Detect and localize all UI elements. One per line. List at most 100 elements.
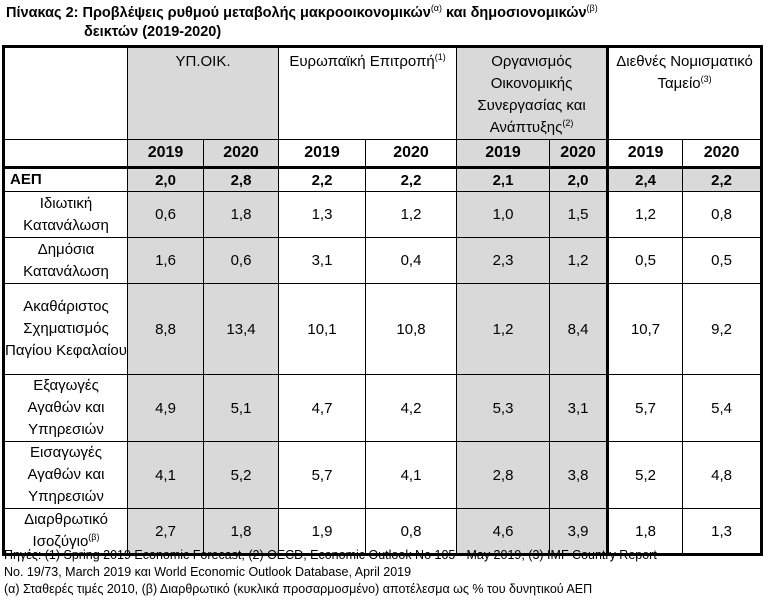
org-header: Ευρωπαϊκή Επιτροπή(1): [278, 45, 458, 140]
value-cell: 1,2: [456, 283, 551, 375]
value-cell: 13,4: [202, 283, 280, 375]
title-line1: Πίνακας 2: Προβλέψεις ρυθμού μεταβολής μ…: [6, 5, 431, 21]
year-cell: 2020: [549, 139, 609, 168]
year-cell: 2020: [202, 139, 280, 168]
value-cell: 0,6: [127, 191, 204, 238]
value-cell: 5,2: [202, 441, 280, 509]
value-cell: 3,8: [549, 441, 609, 509]
value-cell: 1,2: [606, 191, 684, 238]
org-header-row: ΥΠ.ΟΙΚ. Ευρωπαϊκή Επιτροπή(1) Οργανισμός…: [2, 45, 764, 140]
table-row: Δημόσια Κατανάλωση 1,6 0,6 3,1 0,4 2,3 1…: [2, 237, 764, 284]
value-cell: 5,7: [606, 374, 684, 442]
value-cell: 1,8: [202, 508, 280, 556]
row-label: Διαρθρωτικό Ισοζύγιο(β): [2, 508, 128, 556]
year-cell: 2019: [278, 139, 367, 168]
value-cell: 2,3: [456, 237, 551, 284]
table-row: Διαρθρωτικό Ισοζύγιο(β) 2,7 1,8 1,9 0,8 …: [2, 508, 764, 556]
value-cell: 2,2: [682, 166, 764, 192]
value-cell: 5,1: [202, 374, 280, 442]
value-cell: 2,2: [365, 166, 458, 192]
table-row: Εξαγωγές Αγαθών και Υπηρεσιών 4,9 5,1 4,…: [2, 374, 764, 442]
org-name: Ευρωπαϊκή Επιτροπή: [289, 53, 435, 70]
value-cell: 10,7: [606, 283, 684, 375]
value-cell: 9,2: [682, 283, 764, 375]
value-cell: 3,1: [278, 237, 367, 284]
value-cell: 1,9: [278, 508, 367, 556]
org-sup: (1): [434, 52, 446, 62]
value-cell: 1,3: [682, 508, 764, 556]
value-cell: 5,2: [606, 441, 684, 509]
value-cell: 8,8: [127, 283, 204, 375]
value-cell: 1,6: [127, 237, 204, 284]
value-cell: 5,3: [456, 374, 551, 442]
table-row: Ιδιωτική Κατανάλωση 0,6 1,8 1,3 1,2 1,0 …: [2, 191, 764, 238]
value-cell: 1,5: [549, 191, 609, 238]
row-label-sup: (β): [88, 532, 100, 542]
row-label: Ιδιωτική Κατανάλωση: [2, 191, 128, 238]
org-name: ΥΠ.ΟΙΚ.: [175, 53, 231, 70]
value-cell: 4,6: [456, 508, 551, 556]
value-cell: 1,8: [202, 191, 280, 238]
value-cell: 2,0: [127, 166, 204, 192]
table-title: Πίνακας 2: Προβλέψεις ρυθμού μεταβολής μ…: [6, 4, 756, 42]
notes-line1: Πηγές: (1) Spring 2019 Economic Forecast…: [4, 548, 657, 562]
org-name: Διεθνές Νομισματικό Ταμείο: [616, 53, 753, 92]
row-label: ΑΕΠ: [2, 166, 128, 192]
table-row: ΑΕΠ 2,0 2,8 2,2 2,2 2,1 2,0 2,4 2,2: [2, 166, 764, 192]
value-cell: 2,1: [456, 166, 551, 192]
year-cell: 2019: [456, 139, 551, 168]
value-cell: 1,0: [456, 191, 551, 238]
value-cell: 3,1: [549, 374, 609, 442]
table-row: Ακαθάριστος Σχηματισμός Παγίου Κεφαλαίου…: [2, 283, 764, 375]
row-label: Δημόσια Κατανάλωση: [2, 237, 128, 284]
value-cell: 5,7: [278, 441, 367, 509]
forecast-table: ΥΠ.ΟΙΚ. Ευρωπαϊκή Επιτροπή(1) Οργανισμός…: [2, 45, 764, 556]
title-mid: και δημοσιονομικών: [442, 5, 587, 21]
table-row: Εισαγωγές Αγαθών και Υπηρεσιών 4,1 5,2 5…: [2, 441, 764, 509]
title-line2: δεικτών (2019-2020): [84, 24, 222, 40]
value-cell: 2,8: [202, 166, 280, 192]
value-cell: 4,1: [365, 441, 458, 509]
value-cell: 0,4: [365, 237, 458, 284]
value-cell: 0,6: [202, 237, 280, 284]
value-cell: 2,8: [456, 441, 551, 509]
year-header-row: 2019 2020 2019 2020 2019 2020 2019 2020: [2, 139, 764, 168]
value-cell: 1,8: [606, 508, 684, 556]
corner-cell: [2, 45, 128, 140]
notes-line2: No. 19/73, March 2019 και World Economic…: [4, 565, 412, 579]
value-cell: 5,4: [682, 374, 764, 442]
value-cell: 2,0: [549, 166, 609, 192]
value-cell: 2,4: [606, 166, 684, 192]
org-header: ΥΠ.ΟΙΚ.: [126, 45, 280, 140]
year-cell: 2020: [365, 139, 458, 168]
value-cell: 4,1: [127, 441, 204, 509]
source-notes: Πηγές: (1) Spring 2019 Economic Forecast…: [4, 547, 764, 598]
org-header: Διεθνές Νομισματικό Ταμείο(3): [606, 45, 764, 140]
notes-line3: (α) Σταθερές τιμές 2010, (β) Διαρθρωτικό…: [4, 582, 593, 596]
year-cell: 2019: [606, 139, 684, 168]
value-cell: 10,8: [365, 283, 458, 375]
value-cell: 4,8: [682, 441, 764, 509]
value-cell: 10,1: [278, 283, 367, 375]
row-label-text: Διαρθρωτικό Ισοζύγιο: [24, 511, 108, 550]
year-cell: 2020: [682, 139, 764, 168]
row-label: Εισαγωγές Αγαθών και Υπηρεσιών: [2, 441, 128, 509]
value-cell: 3,9: [549, 508, 609, 556]
value-cell: 1,3: [278, 191, 367, 238]
value-cell: 8,4: [549, 283, 609, 375]
value-cell: 4,7: [278, 374, 367, 442]
value-cell: 0,5: [682, 237, 764, 284]
value-cell: 1,2: [549, 237, 609, 284]
row-label: Εξαγωγές Αγαθών και Υπηρεσιών: [2, 374, 128, 442]
org-sup: (3): [700, 74, 712, 84]
org-header: Οργανισμός Οικονομικής Συνεργασίας και Α…: [456, 45, 609, 140]
row-label: Ακαθάριστος Σχηματισμός Παγίου Κεφαλαίου: [2, 283, 128, 375]
title-sup-b: (β): [586, 3, 598, 13]
value-cell: 2,7: [127, 508, 204, 556]
value-cell: 4,9: [127, 374, 204, 442]
year-corner: [2, 139, 128, 168]
value-cell: 4,2: [365, 374, 458, 442]
org-sup: (2): [562, 118, 574, 128]
title-sup-a: (α): [430, 3, 443, 13]
value-cell: 2,2: [278, 166, 367, 192]
